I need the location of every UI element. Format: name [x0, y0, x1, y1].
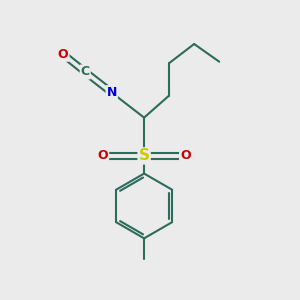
- Text: O: O: [58, 48, 68, 61]
- Text: S: S: [139, 148, 150, 164]
- Text: N: N: [106, 86, 117, 99]
- Text: O: O: [180, 149, 190, 162]
- Text: C: C: [81, 65, 90, 79]
- Text: O: O: [98, 149, 108, 162]
